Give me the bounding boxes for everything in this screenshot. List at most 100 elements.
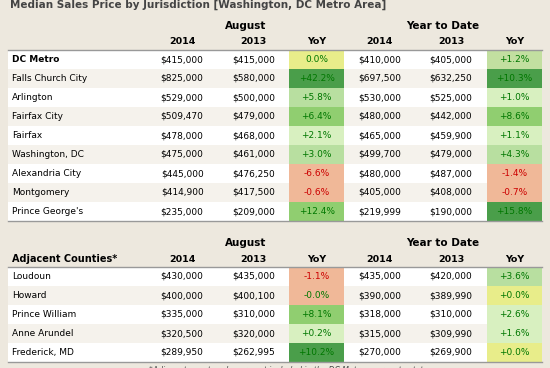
Text: $530,000: $530,000: [359, 93, 402, 102]
Text: $410,000: $410,000: [359, 55, 402, 64]
Bar: [8, 126, 542, 145]
Bar: [487, 145, 542, 164]
Bar: [8, 88, 542, 107]
Text: -0.6%: -0.6%: [304, 188, 329, 197]
Text: $400,100: $400,100: [232, 291, 275, 300]
Text: +3.0%: +3.0%: [301, 150, 332, 159]
Text: +15.8%: +15.8%: [496, 207, 532, 216]
Bar: [8, 107, 542, 126]
Text: $389,990: $389,990: [430, 291, 472, 300]
Text: $219,999: $219,999: [359, 207, 402, 216]
Text: +0.2%: +0.2%: [301, 329, 332, 338]
Text: $408,000: $408,000: [430, 188, 472, 197]
Text: $269,900: $269,900: [430, 348, 472, 357]
Text: +1.0%: +1.0%: [499, 93, 530, 102]
Text: 2014: 2014: [367, 38, 393, 46]
Text: YoY: YoY: [505, 255, 524, 263]
Text: *Adjacent county sales are not included in the DC Metro aggregate stats: *Adjacent county sales are not included …: [148, 366, 427, 368]
Text: +1.1%: +1.1%: [499, 131, 530, 140]
Text: +3.6%: +3.6%: [499, 272, 530, 281]
Text: $500,000: $500,000: [232, 93, 275, 102]
Text: $465,000: $465,000: [359, 131, 402, 140]
Text: $415,000: $415,000: [232, 55, 275, 64]
Text: Year to Date: Year to Date: [406, 21, 480, 31]
Bar: [289, 69, 344, 88]
Text: Year to Date: Year to Date: [406, 238, 480, 248]
Bar: [289, 50, 344, 69]
Text: $435,000: $435,000: [232, 272, 275, 281]
Text: $475,000: $475,000: [161, 150, 204, 159]
Text: $262,995: $262,995: [232, 348, 274, 357]
Text: $480,000: $480,000: [359, 112, 402, 121]
Bar: [487, 202, 542, 221]
Text: +2.1%: +2.1%: [301, 131, 332, 140]
Text: $476,250: $476,250: [232, 169, 274, 178]
Text: $509,470: $509,470: [161, 112, 204, 121]
Text: Loudoun: Loudoun: [12, 272, 51, 281]
Text: +42.2%: +42.2%: [299, 74, 334, 83]
Bar: [289, 286, 344, 305]
Bar: [289, 145, 344, 164]
Text: Howard: Howard: [12, 291, 47, 300]
Text: YoY: YoY: [505, 38, 524, 46]
Bar: [289, 324, 344, 343]
Text: +2.6%: +2.6%: [499, 310, 530, 319]
Text: $632,250: $632,250: [430, 74, 472, 83]
Text: Arlington: Arlington: [12, 93, 53, 102]
Text: -6.6%: -6.6%: [304, 169, 329, 178]
Bar: [289, 202, 344, 221]
Text: +10.3%: +10.3%: [496, 74, 532, 83]
Text: $825,000: $825,000: [161, 74, 204, 83]
Text: $270,000: $270,000: [359, 348, 402, 357]
Bar: [8, 286, 542, 305]
Text: Prince George's: Prince George's: [12, 207, 83, 216]
Bar: [289, 88, 344, 107]
Text: $310,000: $310,000: [232, 310, 275, 319]
Text: $442,000: $442,000: [430, 112, 472, 121]
Text: $480,000: $480,000: [359, 169, 402, 178]
Bar: [8, 183, 542, 202]
Text: August: August: [225, 21, 266, 31]
Text: Anne Arundel: Anne Arundel: [12, 329, 74, 338]
Text: $405,000: $405,000: [359, 188, 402, 197]
Text: $400,000: $400,000: [161, 291, 204, 300]
Bar: [8, 324, 542, 343]
Text: $417,500: $417,500: [232, 188, 275, 197]
Bar: [487, 50, 542, 69]
Bar: [487, 107, 542, 126]
Text: +4.3%: +4.3%: [499, 150, 530, 159]
Text: 2014: 2014: [169, 255, 195, 263]
Bar: [487, 69, 542, 88]
Bar: [487, 343, 542, 362]
Bar: [487, 267, 542, 286]
Text: +8.1%: +8.1%: [301, 310, 332, 319]
Text: Alexandria City: Alexandria City: [12, 169, 81, 178]
Bar: [487, 183, 542, 202]
Text: Adjacent Counties*: Adjacent Counties*: [12, 254, 117, 264]
Text: +10.2%: +10.2%: [299, 348, 334, 357]
Text: $461,000: $461,000: [232, 150, 275, 159]
Text: $499,700: $499,700: [359, 150, 402, 159]
Text: +8.6%: +8.6%: [499, 112, 530, 121]
Bar: [289, 305, 344, 324]
Text: Montgomery: Montgomery: [12, 188, 69, 197]
Text: -1.4%: -1.4%: [501, 169, 527, 178]
Text: $390,000: $390,000: [359, 291, 402, 300]
Text: YoY: YoY: [307, 38, 326, 46]
Text: Median Sales Price by Jurisdiction [Washington, DC Metro Area]: Median Sales Price by Jurisdiction [Wash…: [10, 0, 386, 10]
Bar: [487, 324, 542, 343]
Text: $310,000: $310,000: [430, 310, 472, 319]
Text: $487,000: $487,000: [430, 169, 472, 178]
Text: +0.0%: +0.0%: [499, 291, 530, 300]
Text: $468,000: $468,000: [232, 131, 275, 140]
Text: $459,900: $459,900: [430, 131, 472, 140]
Text: Prince William: Prince William: [12, 310, 76, 319]
Text: 2013: 2013: [438, 38, 464, 46]
Text: $414,900: $414,900: [161, 188, 204, 197]
Bar: [8, 164, 542, 183]
Bar: [487, 126, 542, 145]
Text: +1.6%: +1.6%: [499, 329, 530, 338]
Bar: [8, 343, 542, 362]
Text: $580,000: $580,000: [232, 74, 275, 83]
Bar: [289, 164, 344, 183]
